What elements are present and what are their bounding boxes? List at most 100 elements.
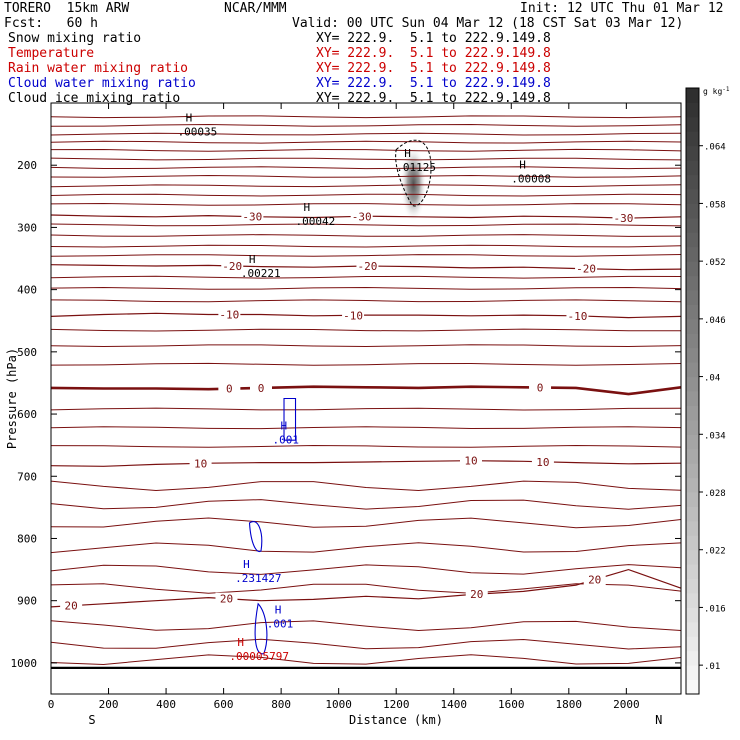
legend-cloud-water: Cloud water mixing ratio: [8, 76, 196, 91]
legend-rain: Rain water mixing ratio: [8, 61, 189, 76]
colorbar-band-20: [686, 391, 699, 406]
isotherm-line-5: [50, 157, 682, 161]
isotherm-line-14: [50, 254, 682, 257]
legend-cloud-ice-xs: XY= 222.9. 5.1 to 222.9.149.8: [316, 91, 551, 106]
isotherm-label-5-0: 20: [65, 600, 78, 613]
isotherm-label-3-0: 0: [226, 383, 233, 396]
isotherm-label-bg-4-1: [460, 454, 482, 467]
isotherm-line-16: [50, 286, 682, 290]
isotherm-line-1: [50, 123, 682, 127]
max-marker-2: H: [519, 159, 526, 172]
colorbar-band-36: [686, 160, 699, 176]
max-marker-4: H: [249, 253, 256, 266]
isotherm-label-0-1: -30: [352, 210, 372, 223]
south-label: S: [88, 713, 95, 727]
max-value-4: .00221: [241, 267, 281, 280]
isotherm-line-17: [50, 299, 682, 303]
isotherm-line-20: [50, 362, 682, 366]
isotherm-line-9: [50, 193, 682, 197]
isotherm-label-4-2: 10: [536, 456, 549, 469]
colorbar-frame: [685, 87, 700, 695]
max-marker-8: H: [237, 636, 244, 649]
legend-snow-xs: XY= 222.9. 5.1 to 222.9.149.8: [316, 31, 551, 46]
isotherm-label-0-0: -30: [242, 211, 262, 224]
x-tick-label-6: 1200: [383, 698, 410, 711]
colorbar-band-26: [686, 304, 699, 320]
isotherm-line-27: [50, 542, 682, 554]
colorbar-band-28: [686, 275, 699, 291]
max-marker-6: H: [243, 558, 250, 571]
isotherm-label-bg-1-0: [221, 259, 244, 272]
y-tick-label-7: 900: [17, 595, 37, 608]
isotherm-label-1-0: -20: [222, 260, 242, 273]
legend-temperature-xs: XY= 222.9. 5.1 to 222.9.149.8: [316, 46, 551, 61]
colorbar-band-19: [686, 405, 699, 421]
valid-time: Valid: 00 UTC Sun 04 Mar 12 (18 CST Sat …: [292, 16, 684, 31]
legend-snow: Snow mixing ratio: [8, 31, 142, 46]
legend-rain-xs: XY= 222.9. 5.1 to 222.9.149.8: [316, 61, 551, 76]
colorbar-tick-label-3: .028: [704, 489, 726, 499]
forecast-hour: Fcst: 60 h: [4, 16, 98, 31]
isotherm-label-1-1: -20: [358, 260, 378, 273]
isotherm-label-bg-4-0: [189, 457, 212, 470]
colorbar-tick-label-7: .052: [704, 258, 726, 268]
isotherm-label-5-1: 20: [220, 593, 233, 606]
x-tick-label-9: 1800: [556, 698, 583, 711]
colorbar-band-24: [686, 333, 699, 349]
isotherm-label-3-2: 0: [537, 381, 544, 394]
isotherm-label-bg-2-1: [342, 309, 365, 322]
isotherm-line-30: [50, 620, 682, 632]
cloud-water-contour-upper: [283, 397, 297, 441]
y-tick-label-8: 1000: [11, 657, 38, 670]
colorbar-band-1: [686, 665, 699, 681]
colorbar-band-38: [686, 131, 699, 147]
max-value-1: .01125: [396, 161, 436, 174]
max-value-2: .00008: [511, 173, 551, 186]
colorbar-band-33: [686, 203, 699, 219]
x-tick-label-5: 1000: [325, 698, 352, 711]
isotherm-label-bg-5-0: [60, 599, 83, 612]
colorbar-band-25: [686, 318, 699, 334]
isotherm-label-bg-1-1: [356, 260, 379, 273]
isotherm-line-13: [50, 244, 682, 248]
max-marker-3: H: [304, 201, 311, 214]
center-label: NCAR/MMM: [224, 1, 287, 16]
colorbar-band-11: [686, 520, 699, 536]
colorbar-tick-label-4: .034: [704, 431, 726, 441]
isotherm-line-0: [50, 115, 682, 119]
colorbar-tick-label-8: .058: [704, 200, 726, 210]
isotherm-label-bg-5-1: [215, 592, 238, 605]
x-tick-label-8: 1600: [498, 698, 525, 711]
snow-contour: [395, 139, 432, 207]
x-tick-label-10: 2000: [613, 698, 640, 711]
isotherm-label-4-1: 10: [464, 455, 477, 468]
isotherm-label-4-0: 10: [194, 457, 207, 470]
colorbar-tick-label-9: .064: [704, 143, 726, 153]
colorbar-band-3: [686, 636, 699, 652]
isotherm-label-bg-1-2: [575, 262, 598, 275]
colorbar-band-23: [686, 347, 699, 363]
colorbar-band-10: [686, 535, 699, 551]
x-tick-label-3: 600: [214, 698, 234, 711]
max-marker-5: H: [281, 419, 288, 432]
colorbar-band-31: [686, 232, 699, 248]
legend-cloud-ice: Cloud ice mixing ratio: [8, 91, 181, 106]
colorbar-band-9: [686, 549, 699, 565]
isotherm-line-31: [50, 638, 682, 650]
isotherm-line-3: [50, 140, 682, 144]
colorbar-band-13: [686, 492, 699, 507]
colorbar-band-22: [686, 362, 699, 378]
colorbar-band-29: [686, 261, 699, 277]
isotherm-label-bg-3-2: [529, 381, 552, 394]
init-time: Init: 12 UTC Thu 01 Mar 12: [520, 1, 724, 16]
colorbar-band-27: [686, 290, 699, 305]
max-value-0: .00035: [178, 125, 218, 138]
x-tick-label-2: 400: [156, 698, 176, 711]
colorbar-band-35: [686, 174, 699, 190]
y-tick-label-3: 500: [17, 346, 37, 359]
x-tick-label-4: 800: [271, 698, 291, 711]
legend-cloud-water-xs: XY= 222.9. 5.1 to 222.9.149.8: [316, 76, 551, 91]
isotherm-line-10: [50, 202, 682, 206]
legend-temperature: Temperature: [8, 46, 95, 61]
